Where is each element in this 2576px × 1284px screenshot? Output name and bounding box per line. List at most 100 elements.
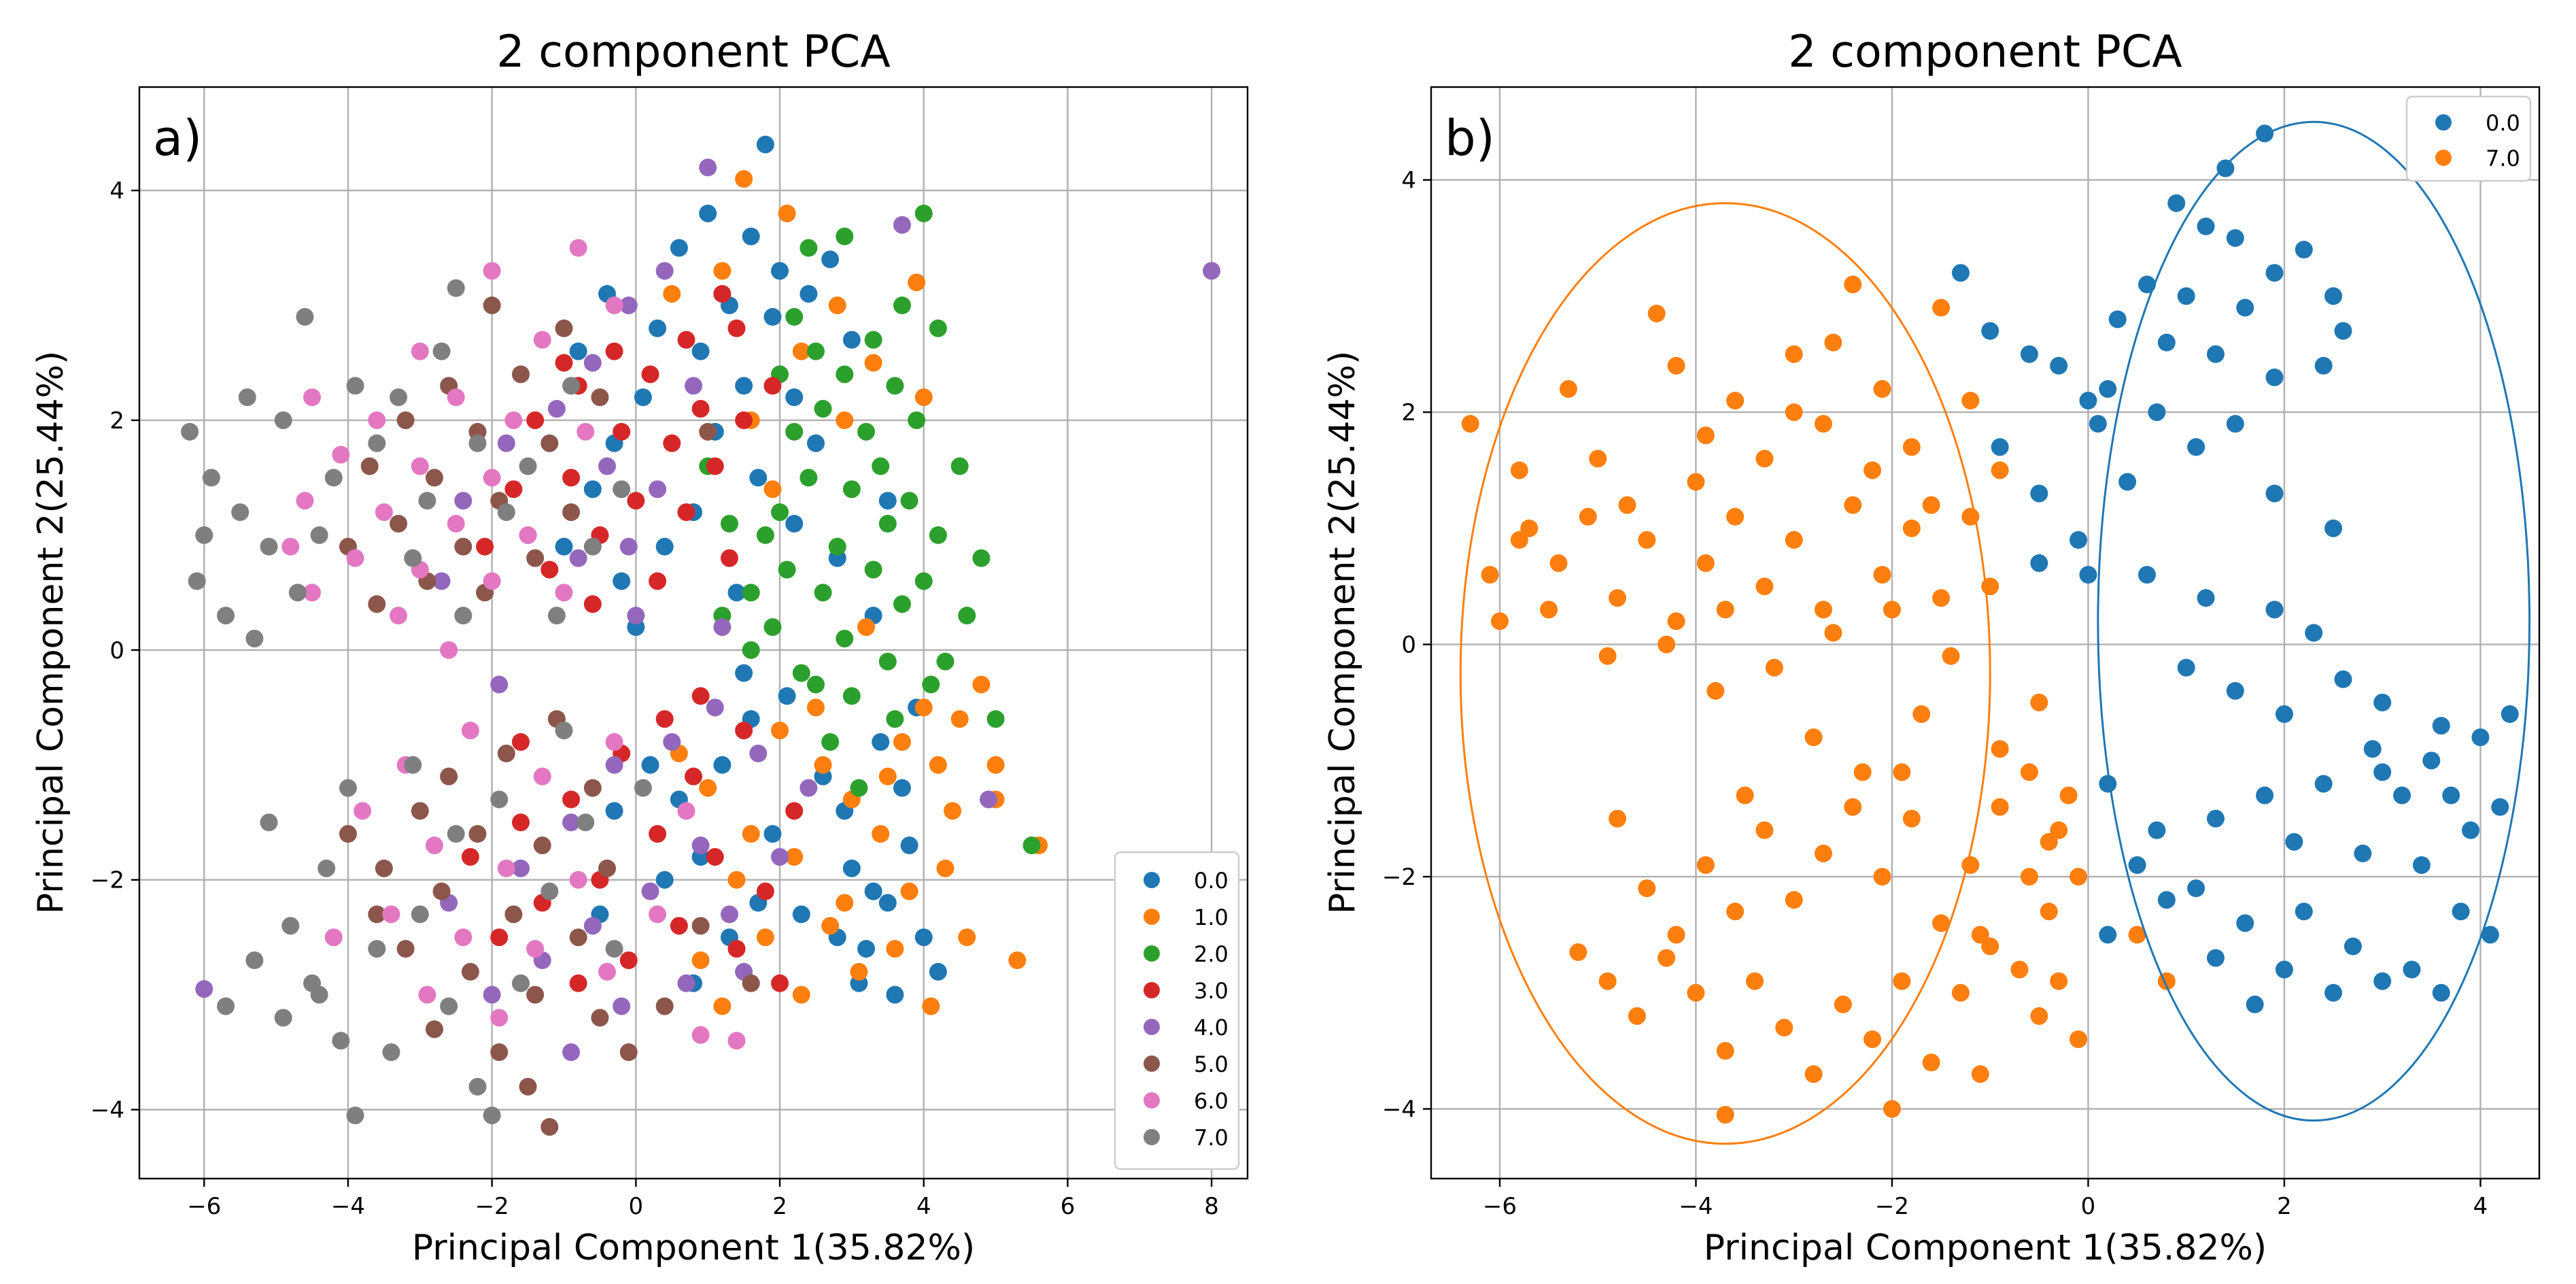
point-series-0.0 [2079,392,2097,410]
x-tick-label: 6 [1061,1193,1076,1220]
point-series-4.0 [691,837,710,855]
point-series-6.0 [569,239,587,257]
point-series-7.0 [1540,601,1558,619]
point-series-0.0 [2393,786,2411,805]
point-series-0.0 [670,239,688,257]
point-series-1.0 [872,825,890,843]
point-series-0.0 [691,342,710,360]
point-series-7.0 [1971,926,1989,944]
point-series-5.0 [468,825,487,843]
point-series-7.0 [1785,891,1803,909]
point-series-6.0 [497,859,515,877]
point-series-7.0 [1981,937,1999,956]
point-series-6.0 [447,388,465,407]
point-series-7.0 [1834,995,1852,1013]
point-series-5.0 [375,859,393,877]
point-series-5.0 [699,422,717,441]
point-series-0.0 [763,825,782,843]
point-series-3.0 [685,767,702,785]
point-series-0.0 [2236,299,2254,317]
point-series-7.0 [260,537,278,556]
point-series-1.0 [691,951,710,969]
point-series-7.0 [245,951,264,969]
point-series-7.0 [2020,868,2038,886]
point-series-0.0 [763,307,782,326]
point-series-2.0 [893,297,911,314]
point-series-0.0 [613,572,631,590]
point-series-4.0 [663,733,681,751]
point-series-5.0 [368,595,386,613]
point-series-4.0 [893,216,911,234]
point-series-7.0 [1638,530,1656,549]
point-series-0.0 [2206,345,2225,363]
point-series-7.0 [1481,566,1499,584]
point-series-3.0 [583,595,602,613]
point-series-7.0 [260,813,278,832]
point-series-7.0 [1490,612,1509,630]
point-series-0.0 [2412,856,2431,874]
point-series-3.0 [476,537,494,556]
point-series-4.0 [720,905,738,924]
point-series-6.0 [354,802,372,820]
point-series-2.0 [806,342,825,360]
y-tick-label: 4 [1401,167,1416,195]
point-series-7.0 [468,434,487,452]
point-series-7.0 [1667,612,1685,630]
point-series-7.0 [1716,1042,1734,1060]
point-series-7.0 [1706,681,1725,700]
point-series-7.0 [1658,635,1676,654]
point-series-0.0 [2432,717,2450,735]
plot-frame [138,86,1249,1180]
y-tick-label: −2 [1382,864,1416,891]
point-series-4.0 [605,756,623,774]
point-series-3.0 [713,285,732,303]
y-tick-label: −4 [1382,1096,1416,1124]
point-series-6.0 [447,515,465,533]
point-series-7.0 [1658,949,1676,967]
point-series-1.0 [850,962,868,981]
legend-label-0.0: 0.0 [1194,868,1229,894]
point-series-7.0 [296,307,314,326]
point-series-0.0 [2216,159,2235,178]
point-series-1.0 [900,882,918,900]
point-series-7.0 [382,1043,400,1062]
point-series-7.0 [1667,356,1685,375]
point-series-7.0 [1961,856,1980,874]
point-series-7.0 [1932,589,1951,607]
point-series-5.0 [497,744,515,762]
point-series-0.0 [1951,264,1970,282]
point-series-6.0 [346,549,364,567]
point-series-1.0 [713,997,732,1015]
ellipse-annotations [1459,120,2531,1145]
axis-ticks: −6 −4 −2 0 2 4 −4 −2 0 2 4 [1382,167,2488,1220]
point-series-0.0 [2157,333,2176,352]
point-series-7.0 [1814,844,1832,862]
point-series-0.0 [655,537,674,556]
point-series-5.0 [504,905,523,924]
point-series-1.0 [785,847,804,866]
legend-marker-4.0 [1144,1019,1160,1035]
point-series-3.0 [490,928,509,947]
point-series-7.0 [1520,519,1539,537]
point-series-7.0 [1893,972,1911,990]
point-series-7.0 [1814,415,1832,433]
point-series-0.0 [2197,217,2215,235]
point-series-7.0 [432,342,451,360]
point-series-0.0 [2050,356,2068,375]
point-series-5.0 [540,434,559,452]
point-series-7.0 [2030,693,2048,711]
point-series-0.0 [2422,751,2441,770]
point-series-0.0 [842,331,861,349]
point-series-0.0 [2187,879,2205,898]
point-series-2.0 [914,572,933,590]
point-series-5.0 [742,974,760,992]
legend-label-7.0: 7.0 [1194,1125,1229,1151]
axis-ticks: −6 −4 −2 0 2 4 6 8 −4 −2 0 2 4 [90,178,1219,1220]
point-series-0.0 [2099,379,2117,398]
point-series-3.0 [655,710,674,728]
point-series-0.0 [2197,589,2215,607]
point-series-2.0 [842,687,861,705]
point-series-1.0 [914,388,933,407]
point-series-7.0 [1844,798,1862,816]
